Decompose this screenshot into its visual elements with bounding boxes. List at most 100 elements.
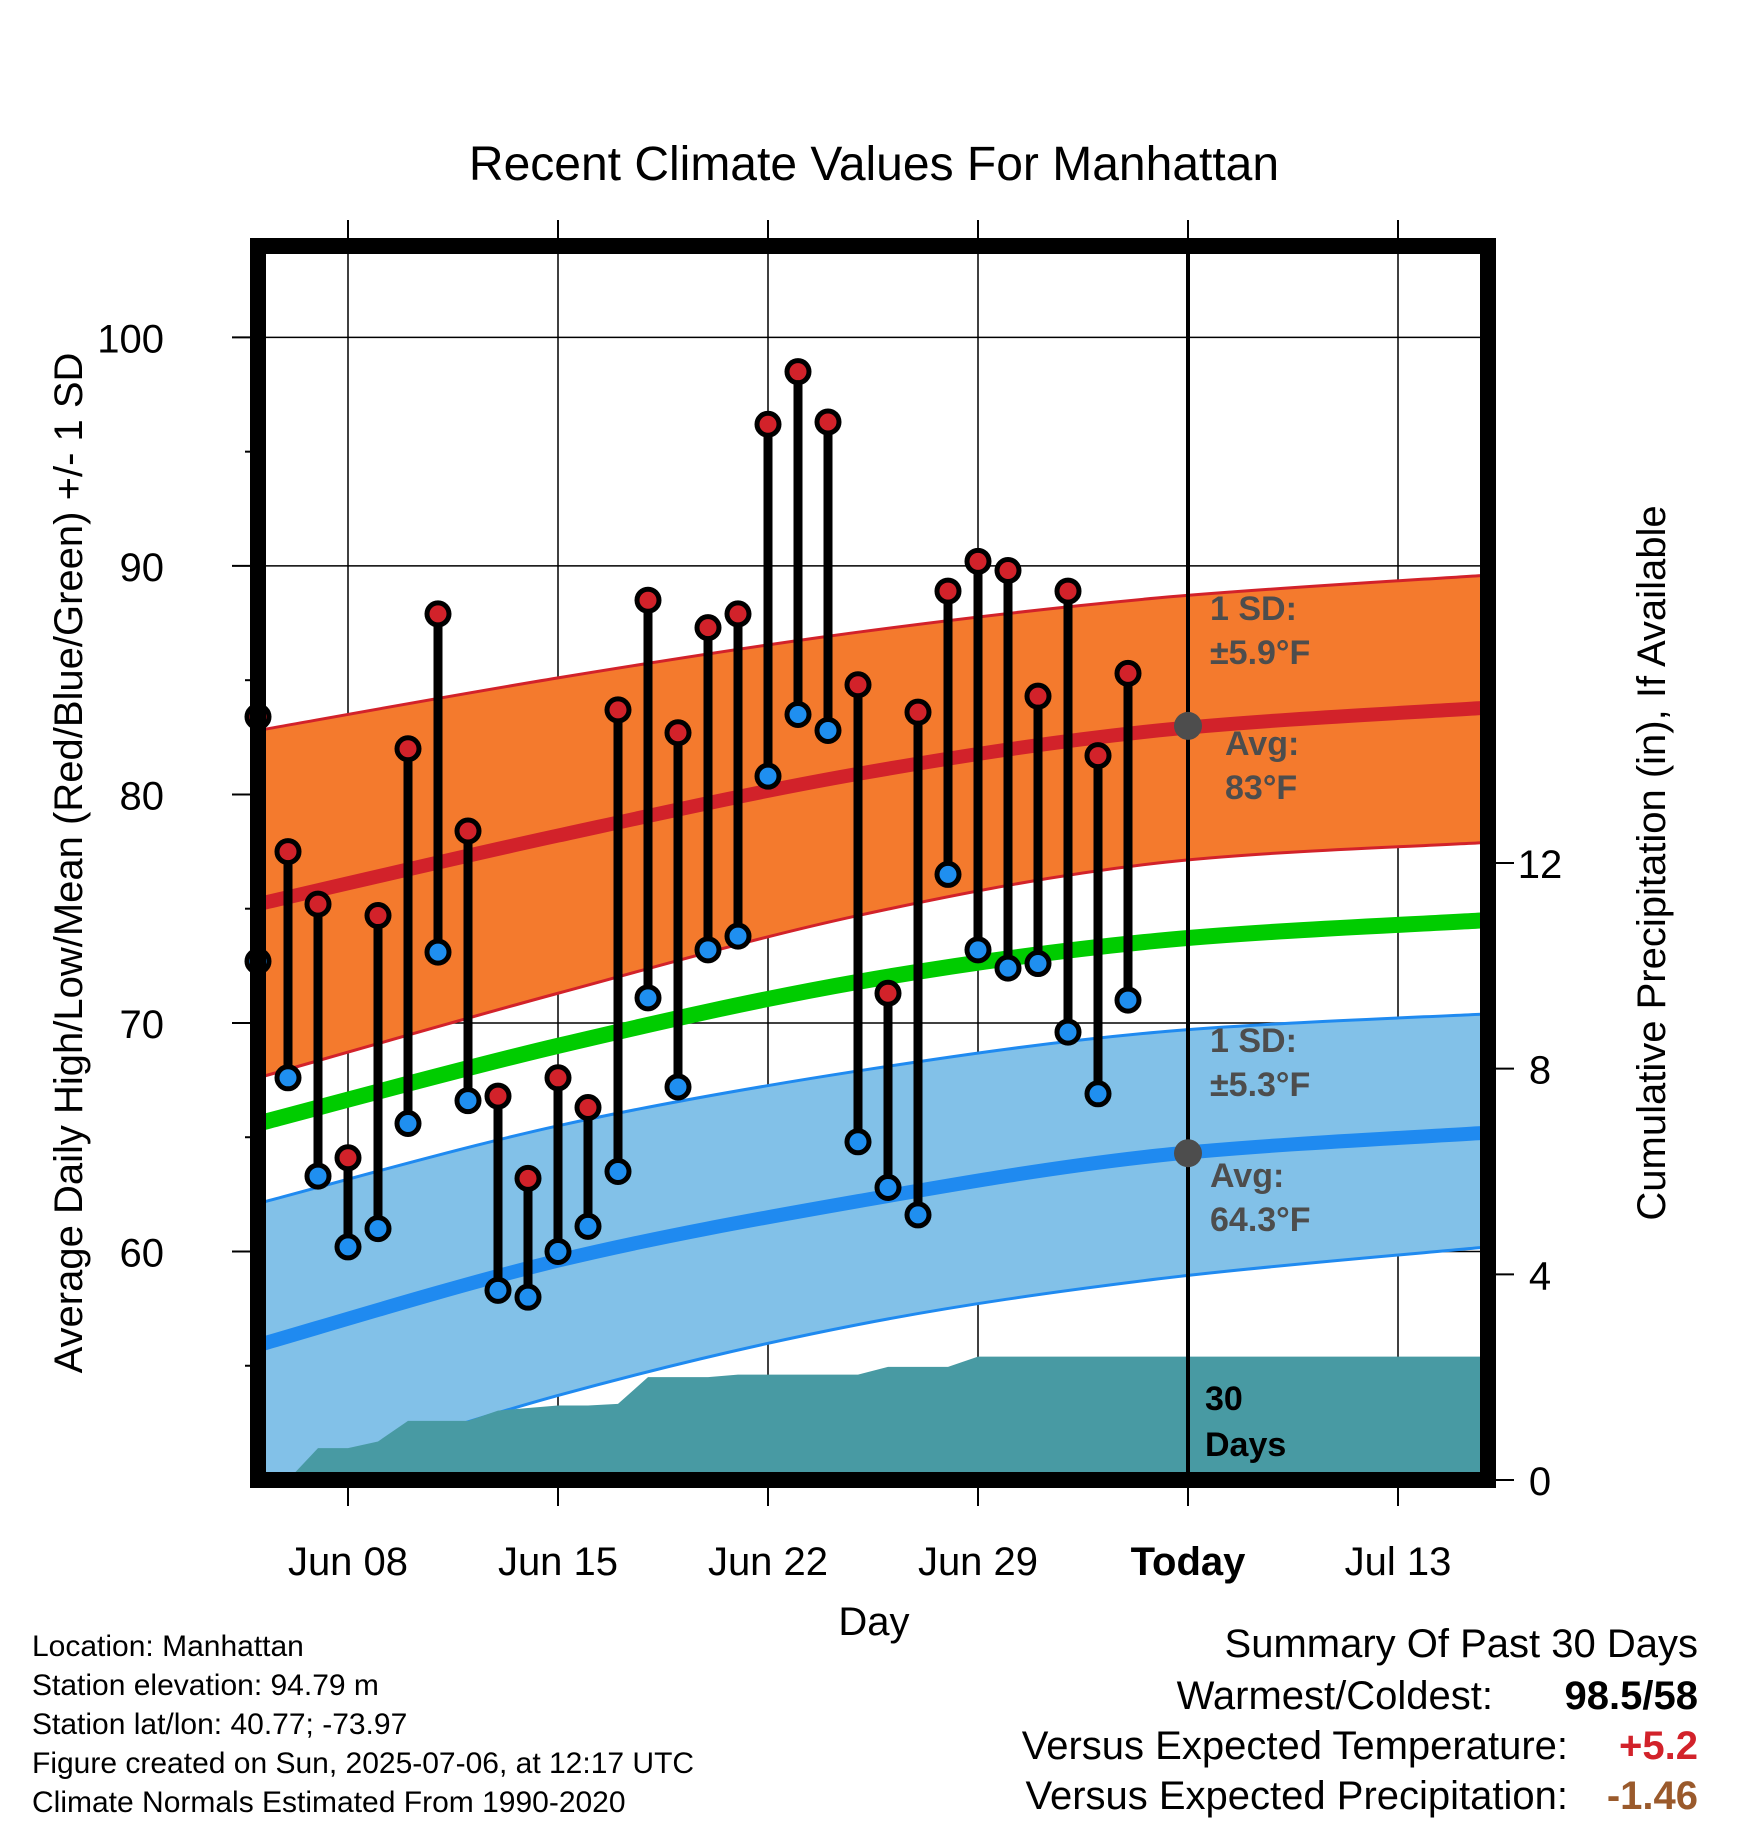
high-temp-point	[694, 614, 722, 642]
low-temp-point	[484, 1276, 512, 1304]
high-temp-point	[994, 556, 1022, 584]
summary-precip-value: -1.46	[1606, 1774, 1698, 1818]
footer-location: Location: Manhattan	[32, 1630, 304, 1663]
y-tick-label: 80	[120, 774, 165, 818]
y-axis-label: Average Daily High/Low/Mean (Red/Blue/Gr…	[47, 353, 91, 1374]
high-sd-label: 1 SD:	[1210, 590, 1297, 628]
high-temp-point	[514, 1164, 542, 1192]
precipitation-area	[258, 1356, 1488, 1480]
high-temp-point	[454, 817, 482, 845]
high-sd-value: ±5.9°F	[1210, 634, 1310, 672]
low-temp-point	[334, 1233, 362, 1261]
low-temp-point	[664, 1073, 692, 1101]
low-temp-point	[784, 700, 812, 728]
high-temp-point	[844, 671, 872, 699]
high-temp-point	[334, 1144, 362, 1172]
low-temp-point	[364, 1215, 392, 1243]
low-temp-point	[634, 984, 662, 1012]
high-temp-point	[934, 577, 962, 605]
low-temp-point	[844, 1128, 872, 1156]
x-tick-label: Jun 08	[288, 1540, 408, 1584]
low-temp-point	[814, 716, 842, 744]
high-temp-point	[1114, 659, 1142, 687]
daily-range-bars	[253, 371, 1133, 1298]
high-temp-point	[544, 1064, 572, 1092]
high-temp-point	[574, 1094, 602, 1122]
axes: Jun 08 Jun 15 Jun 22 Jun 29 Today Jul 13 60 70 8…	[97, 220, 1562, 1584]
summary-temp-value: +5.2	[1619, 1724, 1698, 1768]
daily-dots	[244, 358, 1142, 1311]
high-temp-point	[964, 547, 992, 575]
low-sd-value: ±5.3°F	[1210, 1066, 1310, 1104]
low-temp-point	[394, 1110, 422, 1138]
summary-precip-label: Versus Expected Precipitation:	[1025, 1774, 1568, 1818]
low-sd-label: 1 SD:	[1210, 1022, 1297, 1060]
high-temp-point	[394, 735, 422, 763]
footer-normals: Climate Normals Estimated From 1990-2020	[32, 1786, 626, 1819]
y-tick-label: 60	[120, 1231, 165, 1275]
high-avg-label: Avg:	[1225, 725, 1299, 763]
low-temp-point	[454, 1087, 482, 1115]
high-temp-point	[484, 1082, 512, 1110]
low-temp-point	[1024, 950, 1052, 978]
x-tick-label: Today	[1131, 1540, 1247, 1584]
footer-latlon: Station lat/lon: 40.77; -73.97	[32, 1708, 408, 1741]
low-temp-point	[964, 936, 992, 964]
x-tick-label: Jun 29	[918, 1540, 1038, 1584]
low-temp-point	[304, 1162, 332, 1190]
low-temp-point	[544, 1237, 572, 1265]
low-avg-marker	[1174, 1139, 1202, 1168]
low-temp-point	[1084, 1080, 1112, 1108]
high-temp-point	[904, 698, 932, 726]
high-temp-point	[1024, 682, 1052, 710]
high-temp-point	[424, 600, 452, 628]
high-temp-point	[724, 600, 752, 628]
x-axis-label: Day	[838, 1600, 909, 1644]
annotations: 1 SD: ±5.9°F Avg: 83°F 1 SD: ±5.3°F Avg: 64.3°F…	[1174, 590, 1311, 1464]
y2-axis-label: Cumulative Precipitation (in), If Availa…	[1630, 505, 1674, 1220]
y-tick-label: 70	[120, 1003, 165, 1047]
high-temp-point	[274, 838, 302, 866]
high-temp-point	[304, 890, 332, 918]
high-avg-marker	[1174, 711, 1202, 740]
y-tick-label: 100	[97, 317, 164, 361]
low-temp-point	[604, 1158, 632, 1185]
x-tick-label: Jul 13	[1345, 1540, 1452, 1584]
high-temp-point	[1054, 577, 1082, 605]
high-temp-point	[634, 586, 662, 614]
y2-tick-label: 0	[1529, 1460, 1551, 1504]
y2-tick-label: 12	[1518, 843, 1563, 887]
high-temp-point	[664, 719, 692, 747]
summary-title: Summary Of Past 30 Days	[1224, 1622, 1698, 1666]
high-temp-point	[814, 408, 842, 436]
y2-tick-label: 4	[1529, 1254, 1551, 1298]
precip-area	[258, 1356, 1488, 1480]
y-tick-label: 90	[120, 546, 165, 590]
chart-title: Recent Climate Values For Manhattan	[469, 138, 1279, 191]
low-avg-line	[258, 1125, 1488, 1352]
low-temp-point	[514, 1283, 542, 1311]
footer-elevation: Station elevation: 94.79 m	[32, 1669, 379, 1702]
high-temp-point	[604, 696, 632, 724]
normal-bands	[258, 573, 1488, 1480]
low-temp-point	[1114, 986, 1142, 1014]
summary-warm-cold-value: 98.5/58	[1564, 1674, 1698, 1718]
low-temp-point	[724, 922, 752, 950]
high-avg-value: 83°F	[1225, 769, 1297, 807]
days-label-text: Days	[1205, 1426, 1286, 1464]
low-temp-point	[754, 762, 782, 790]
high-temp-point	[754, 410, 782, 438]
high-temp-point	[364, 902, 392, 930]
y2-tick-label: 8	[1529, 1049, 1551, 1093]
low-temp-point	[574, 1212, 602, 1240]
low-temp-point	[904, 1201, 932, 1229]
summary-temp-label: Versus Expected Temperature:	[1021, 1724, 1568, 1768]
days-label-number: 30	[1205, 1380, 1243, 1418]
low-temp-point	[424, 938, 452, 966]
low-temp-point	[874, 1173, 902, 1201]
low-temp-point	[994, 954, 1022, 982]
low-temp-point	[274, 1064, 302, 1092]
x-tick-label: Jun 15	[498, 1540, 618, 1584]
low-temp-point	[1054, 1018, 1082, 1046]
high-temp-point	[874, 979, 902, 1007]
